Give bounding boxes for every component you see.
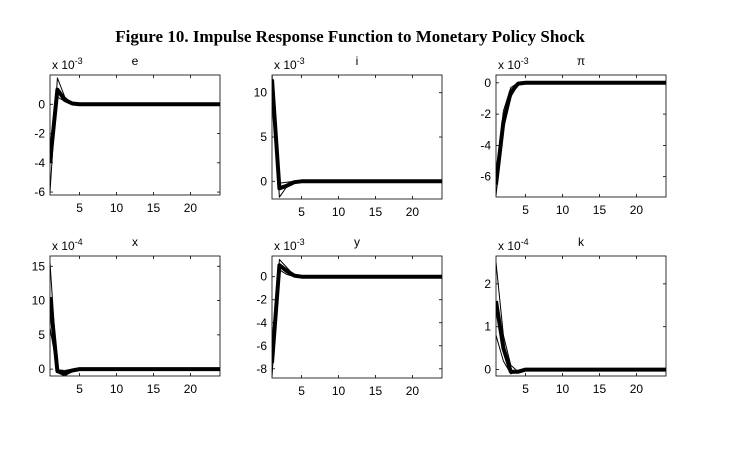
x-tick-label: 5: [76, 382, 83, 396]
confidence-band-line: [272, 269, 442, 352]
panel-title: x: [132, 235, 138, 249]
x-tick-label: 10: [332, 205, 346, 219]
y-tick-label: -4: [256, 316, 267, 330]
median-response-line: [496, 300, 666, 374]
x-tick-label: 20: [630, 382, 644, 396]
scale-factor-label: x 10-3: [498, 56, 529, 72]
x-tick-label: 20: [184, 201, 198, 215]
panel-6: 5 10 15 20 0 1 2 x 10-4 k: [484, 235, 667, 396]
panel-2: 5 10 15 20 0 5 10 x 10-3 i: [254, 54, 443, 219]
x-tick-label: 15: [369, 205, 383, 219]
x-tick-label: 20: [184, 382, 198, 396]
y-tick-label: -2: [480, 107, 491, 121]
y-tick-label: -6: [34, 185, 45, 199]
panel-title: e: [132, 54, 139, 68]
y-tick-label: -8: [256, 362, 267, 376]
x-tick-label: 5: [298, 384, 305, 398]
x-tick-label: 5: [522, 203, 529, 217]
y-tick-label: -6: [256, 339, 267, 353]
scale-exponent: -4: [75, 237, 83, 247]
axes-frame: [495, 255, 667, 377]
median-response-line: [272, 79, 442, 191]
panel-1: 5 10 15 20 -6 -4 -2 0 x 10-3 e: [34, 54, 221, 215]
y-tick-label: -6: [480, 170, 491, 184]
x-tick-label: 10: [332, 384, 346, 398]
scale-factor-label: x 10-3: [52, 56, 83, 72]
scale-factor-label: x 10-3: [274, 56, 305, 72]
axes-frame: [49, 255, 221, 377]
y-tick-label: 0: [38, 362, 45, 376]
x-tick-label: 10: [110, 382, 124, 396]
figure-title: Figure 10. Impulse Response Function to …: [115, 27, 585, 46]
y-tick-label: -2: [256, 293, 267, 307]
panel-title: y: [354, 235, 360, 249]
y-tick-label: 0: [260, 174, 267, 188]
confidence-band-line: [50, 262, 220, 376]
x-tick-label: 20: [630, 203, 644, 217]
median-response-line: [272, 263, 442, 364]
x-tick-label: 5: [76, 201, 83, 215]
scale-factor-label: x 10-4: [498, 237, 529, 253]
y-tick-label: -2: [34, 127, 45, 141]
x-tick-label: 15: [147, 201, 161, 215]
y-tick-label: 0: [484, 76, 491, 90]
scale-exponent: -3: [521, 56, 529, 66]
confidence-band-line: [50, 77, 220, 193]
panel-3: 5 10 15 20 -6 -4 -2 0 x 10-3 π: [480, 54, 667, 217]
panel-title: i: [356, 54, 359, 68]
x-tick-label: 10: [556, 382, 570, 396]
axes-frame: [271, 255, 443, 379]
x-tick-label: 10: [110, 201, 124, 215]
scale-factor-label: x 10-3: [274, 237, 305, 253]
x-tick-label: 5: [522, 382, 529, 396]
y-tick-label: 15: [32, 259, 46, 273]
y-tick-label: 10: [254, 86, 268, 100]
confidence-band-line: [496, 82, 666, 174]
scale-exponent: -3: [297, 56, 305, 66]
axes-frame: [49, 74, 221, 196]
median-response-line: [496, 80, 666, 185]
x-tick-label: 15: [147, 382, 161, 396]
y-tick-label: 1: [484, 320, 491, 334]
x-tick-label: 10: [556, 203, 570, 217]
confidence-band-line: [496, 82, 666, 196]
x-tick-label: 20: [406, 384, 420, 398]
y-tick-label: 0: [260, 270, 267, 284]
y-tick-label: 0: [484, 363, 491, 377]
confidence-band-line: [50, 327, 220, 371]
scale-exponent: -3: [297, 237, 305, 247]
scale-exponent: -4: [521, 237, 529, 247]
y-tick-label: 0: [38, 97, 45, 111]
confidence-band-line: [496, 262, 666, 373]
confidence-band-line: [50, 96, 220, 149]
y-tick-label: 10: [32, 294, 46, 308]
x-tick-label: 15: [593, 382, 607, 396]
panel-4: 5 10 15 20 0 5 10 15 x 10-4 x: [32, 235, 221, 396]
y-tick-label: 5: [260, 130, 267, 144]
scale-exponent: -3: [75, 56, 83, 66]
x-tick-label: 15: [369, 384, 383, 398]
scale-factor-label: x 10-4: [52, 237, 83, 253]
panel-title: k: [578, 235, 585, 249]
x-tick-label: 5: [298, 205, 305, 219]
panel-title: π: [577, 54, 585, 68]
y-tick-label: -4: [34, 156, 45, 170]
median-response-line: [50, 296, 220, 376]
x-tick-label: 20: [406, 205, 420, 219]
y-tick-label: -4: [480, 138, 491, 152]
y-tick-label: 5: [38, 328, 45, 342]
axes-frame: [495, 74, 667, 198]
x-tick-label: 15: [593, 203, 607, 217]
confidence-band-line: [272, 88, 442, 184]
y-tick-label: 2: [484, 277, 491, 291]
median-response-line: [50, 87, 220, 164]
confidence-band-line: [272, 75, 442, 198]
confidence-band-line: [496, 335, 666, 375]
panel-5: 5 10 15 20 -8 -6 -4 -2 0 x 10-3 y: [256, 235, 443, 398]
